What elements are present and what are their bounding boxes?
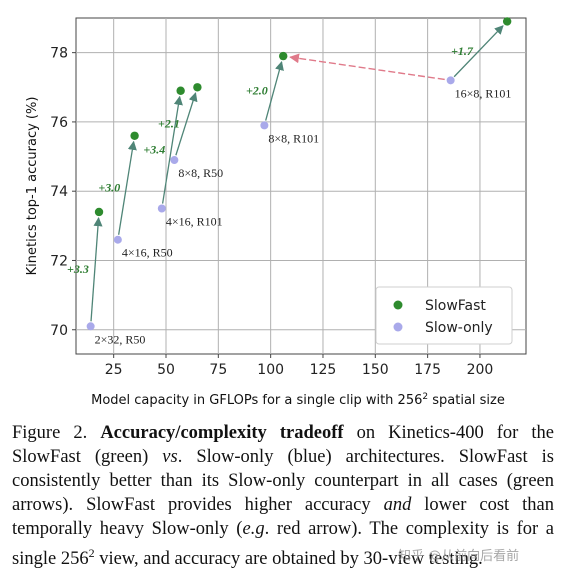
caption-text-1: on Kinetics-400 for the SlowFast (green) [12,423,554,467]
slowonly-point-label: 8×8, R50 [178,166,223,180]
caption-sup: 2 [88,546,95,560]
slowonly-point [86,322,95,331]
gain-label: +1.7 [451,44,474,58]
caption-text-4: . red arrow). The complexity is for a si… [12,519,554,570]
y-tick-label: 72 [50,253,68,269]
gain-arrow [118,140,137,235]
red-arrow [289,53,445,81]
legend-label-slowonly: Slow-only [425,320,493,336]
caption-title: Accuracy/complexity tradeoff [100,423,344,443]
legend-label-slowfast: SlowFast [425,298,486,314]
gain-label: +3.4 [143,143,165,157]
caption-text-3: lower cost than temporally heavy Slow-on… [12,495,554,539]
data-points [86,17,512,331]
slowonly-point-label: 2×32, R50 [95,332,146,346]
y-tick-label: 76 [50,115,68,131]
x-tick-labels: 25 50 75 100 125 150 175 200 [105,362,494,378]
gain-label: +3.0 [98,181,120,195]
gain-arrow [265,61,284,121]
gain-label: +3.3 [67,262,89,276]
gain-arrow [175,92,198,156]
x-tick-label: 100 [257,362,284,378]
gain-label: +2.0 [246,84,268,98]
figure-caption: Figure 2. Accuracy/complexity tradeoff o… [12,421,554,571]
arrows [90,25,504,322]
legend-box [375,286,513,345]
watermark: 知乎 @从前向后看前 [398,549,520,564]
caption-figure-label: Figure 2. [12,423,88,443]
gain-arrow [161,95,183,204]
x-tick-label: 125 [310,362,337,378]
x-tick-label: 25 [105,362,123,378]
x-tick-label: 50 [157,362,175,378]
y-tick-label: 78 [50,46,68,62]
slowonly-point [170,156,179,165]
slowfast-point [176,86,185,95]
caption-eg: e.g [242,519,265,539]
grid-lines [72,18,526,358]
slowonly-point [260,121,269,130]
y-tick-label: 74 [50,184,68,200]
legend-marker-slowfast [393,300,403,310]
gain-arrow [453,25,504,78]
x-tick-label: 175 [414,362,441,378]
point-labels: +3.3 +3.0 +3.4 +2.1 +2.0 +1.7 2×32, R50 4×16, R… [67,44,511,346]
slowonly-point [446,76,455,85]
x-tick-label: 150 [362,362,389,378]
caption-text-2: . Slow-only (blue) architectures. SlowFa… [12,447,554,515]
slowonly-point [157,204,166,213]
slowonly-point [113,235,122,244]
y-tick-labels: 70 72 74 76 78 [50,46,68,339]
x-tick-label: 200 [467,362,494,378]
legend: SlowFast Slow-only [375,286,513,345]
gain-label: +2.1 [158,117,180,131]
y-axis-label: Kinetics top-1 accuracy (%) [25,97,40,276]
slowonly-point-label: 4×16, R50 [122,246,173,260]
slowfast-point [130,131,139,140]
slowfast-point [193,83,202,92]
caption-text-5: view, and accuracy are obtained by 30-vi… [94,549,483,570]
caption-vs: vs [162,447,178,467]
gain-arrow [90,217,103,322]
slowfast-point [279,51,288,61]
slowonly-point-label: 4×16, R101 [166,215,223,229]
y-tick-label: 70 [50,323,68,339]
x-tick-label: 75 [209,362,227,378]
caption-and: and [383,495,412,515]
slowonly-point-label: 8×8, R101 [268,131,319,145]
slowonly-point-label: 16×8, R101 [455,86,512,100]
x-axis-label: Model capacity in GFLOPs for a single cl… [91,392,505,408]
legend-marker-slowonly [393,322,403,332]
slowfast-point [502,17,512,26]
slowfast-point [94,207,104,217]
